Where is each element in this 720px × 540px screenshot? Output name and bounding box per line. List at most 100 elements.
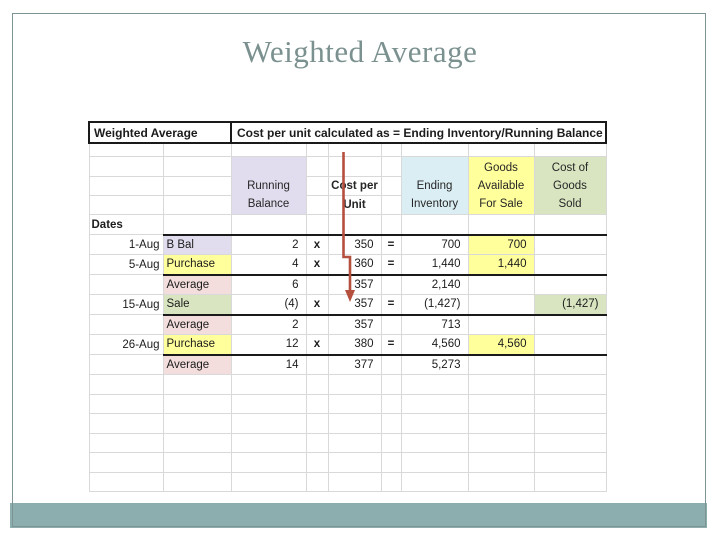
cell-empty xyxy=(533,413,607,434)
cell-empty xyxy=(380,374,402,395)
cell-equals: = xyxy=(380,334,402,356)
cell-empty xyxy=(305,195,329,215)
cell-label: B Bal xyxy=(162,234,232,255)
cell-qty: 2 xyxy=(230,234,307,255)
dates-label: Dates xyxy=(88,214,164,235)
col-header-ending-inventory: Ending Inventory xyxy=(400,156,469,215)
cell-date xyxy=(88,314,164,335)
cell-cogs xyxy=(533,354,607,375)
cell-cogs: (1,427) xyxy=(533,294,607,316)
cell-empty xyxy=(305,393,329,414)
cell-empty xyxy=(327,471,382,492)
cell-empty xyxy=(162,452,232,473)
cell-label: Average xyxy=(162,314,232,335)
table-row-purchase: 26-Aug Purchase 12 x 380 = 4,560 4,560 xyxy=(88,334,607,356)
cell-empty xyxy=(162,471,232,492)
cell-empty xyxy=(162,413,232,434)
weighted-average-table: Weighted Average Cost per unit calculate… xyxy=(88,121,607,492)
cell-empty xyxy=(230,432,307,453)
empty-row xyxy=(88,393,607,414)
cell-empty xyxy=(230,393,307,414)
cell-qty: (4) xyxy=(230,294,307,316)
formula-note-cell: Cost per unit calculated as = Ending Inv… xyxy=(230,121,607,144)
accent-bar xyxy=(10,503,707,528)
cell-equals xyxy=(380,274,402,295)
col-header-cost-per-unit-line2: Unit xyxy=(327,195,382,215)
cell-empty xyxy=(380,156,402,177)
cell-ending: 713 xyxy=(400,314,469,335)
cell-empty xyxy=(230,214,307,236)
cell-cogs xyxy=(533,314,607,335)
cell-equals xyxy=(380,314,402,335)
cell-empty xyxy=(533,374,607,395)
cell-label: Purchase xyxy=(162,334,232,356)
cell-gafs: 700 xyxy=(467,234,535,255)
cell-empty xyxy=(400,374,469,395)
cell-date: 5-Aug xyxy=(88,254,164,275)
cell-empty xyxy=(533,432,607,453)
cell-cost: 357 xyxy=(327,314,382,335)
cell-times xyxy=(305,354,329,375)
table-row-average: Average 14 377 5,273 xyxy=(88,354,607,375)
cell-empty xyxy=(400,214,469,236)
cell-ending: 5,273 xyxy=(400,354,469,375)
cell-empty xyxy=(88,374,164,395)
cell-empty xyxy=(88,471,164,492)
cell-label: Sale xyxy=(162,294,232,316)
cell-date: 15-Aug xyxy=(88,294,164,315)
cell-empty xyxy=(88,156,164,177)
cell-gafs xyxy=(467,274,535,295)
cell-empty xyxy=(533,142,607,157)
cell-empty xyxy=(305,156,329,177)
cell-cost: 360 xyxy=(327,254,382,276)
cell-empty xyxy=(230,142,307,157)
cell-empty xyxy=(230,471,307,492)
cell-empty xyxy=(327,374,382,395)
cell-empty xyxy=(88,413,164,434)
cell-equals: = xyxy=(380,234,402,255)
cell-ending: 700 xyxy=(400,234,469,255)
cell-empty xyxy=(305,176,329,196)
table-title-cell: Weighted Average xyxy=(88,121,232,144)
cell-empty xyxy=(467,413,535,434)
cell-ending: 4,560 xyxy=(400,334,469,356)
cell-empty xyxy=(88,176,164,196)
col-header-goods-available-for-sale: Goods Available For Sale xyxy=(467,156,535,215)
cell-gafs xyxy=(467,314,535,335)
cell-empty xyxy=(88,142,164,157)
slide-title: Weighted Average xyxy=(242,34,478,69)
cell-empty xyxy=(230,413,307,434)
cell-empty xyxy=(380,393,402,414)
cell-empty xyxy=(327,214,382,236)
cell-empty xyxy=(305,413,329,434)
cell-cost: 377 xyxy=(327,354,382,375)
cell-ending: 1,440 xyxy=(400,254,469,276)
cell-empty xyxy=(162,142,232,157)
column-header-band: Running Balance Ending Inventory Goods A… xyxy=(88,156,607,215)
col-header-cost-per-unit-line1: Cost per xyxy=(327,176,382,196)
cell-empty xyxy=(467,471,535,492)
cell-equals xyxy=(380,354,402,375)
cell-empty xyxy=(400,471,469,492)
cell-gafs xyxy=(467,354,535,375)
table-title-row: Weighted Average Cost per unit calculate… xyxy=(88,121,607,144)
cell-qty: 4 xyxy=(230,254,307,276)
cell-gafs xyxy=(467,294,535,316)
cell-ending: 2,140 xyxy=(400,274,469,295)
cell-gafs: 1,440 xyxy=(467,254,535,276)
cell-empty xyxy=(327,142,382,157)
cell-empty xyxy=(305,471,329,492)
cell-qty: 2 xyxy=(230,314,307,335)
cell-ending: (1,427) xyxy=(400,294,469,316)
cell-date: 1-Aug xyxy=(88,234,164,255)
cell-empty xyxy=(162,393,232,414)
cell-empty xyxy=(305,142,329,157)
col-header-running-balance: Running Balance xyxy=(230,156,307,215)
cell-empty xyxy=(400,452,469,473)
cell-empty xyxy=(162,195,232,215)
cell-equals: = xyxy=(380,254,402,276)
cell-empty xyxy=(467,393,535,414)
cell-label: Average xyxy=(162,354,232,375)
empty-row xyxy=(88,413,607,434)
cell-qty: 6 xyxy=(230,274,307,295)
